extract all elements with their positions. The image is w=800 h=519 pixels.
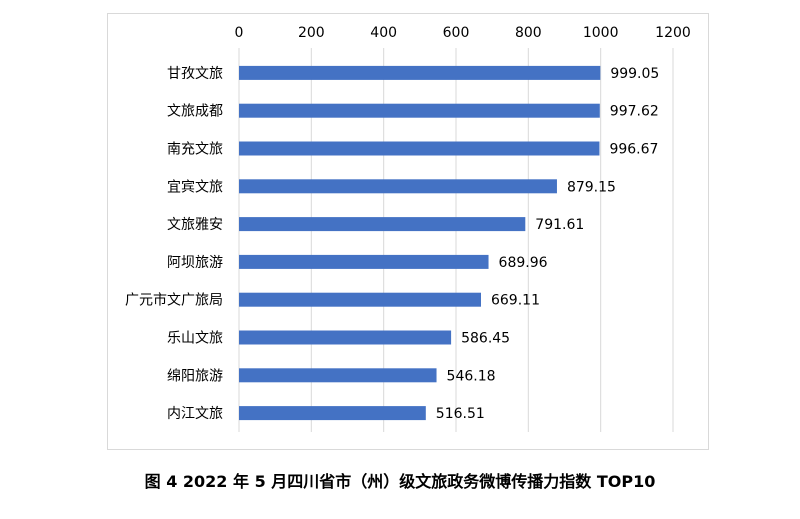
category-label: 阿坝旅游 [167,255,223,271]
x-tick-label: 0 [235,25,244,41]
bar-8 [239,330,452,345]
category-label: 广元市文广旅局 [125,292,223,309]
x-tick-label: 600 [443,25,470,41]
bar-7 [239,292,481,307]
category-label: 内江文旅 [167,406,223,422]
data-label: 879.15 [567,179,616,195]
bar-chart: 0 200 400 600 800 1000 1200 甘孜文旅 999.05 文旅成都 997.6… [125,25,691,432]
data-label: 546.18 [447,368,496,384]
data-label: 516.51 [436,406,485,422]
bar-10 [239,406,426,421]
data-label: 586.45 [461,331,510,347]
category-label: 文旅雅安 [167,217,223,233]
data-label: 996.67 [609,142,658,158]
data-label: 997.62 [610,104,659,120]
data-label: 791.61 [535,217,584,233]
x-tick-label: 1000 [583,25,619,41]
x-tick-label: 400 [370,25,397,41]
x-tick-label: 800 [515,25,542,41]
category-label: 文旅成都 [167,104,223,120]
category-label: 甘孜文旅 [167,66,223,82]
bar-9 [239,368,437,383]
bar-2 [239,103,600,118]
category-label: 宜宾文旅 [167,179,223,195]
data-label: 669.11 [491,293,540,309]
data-label: 689.96 [499,255,548,271]
x-tick-label: 200 [298,25,325,41]
category-label: 南充文旅 [167,142,223,158]
bar-5 [239,217,526,232]
bar-3 [239,141,600,156]
bar-6 [239,254,489,269]
category-label: 乐山文旅 [167,331,223,347]
category-label: 绵阳旅游 [167,367,223,384]
data-label: 999.05 [610,66,659,82]
bar-4 [239,179,557,194]
x-tick-label: 1200 [655,25,691,41]
bar-1 [239,65,601,80]
chart-caption: 图 4 2022 年 5 月四川省市（州）级文旅政务微博传播力指数 TOP10 [144,472,656,491]
